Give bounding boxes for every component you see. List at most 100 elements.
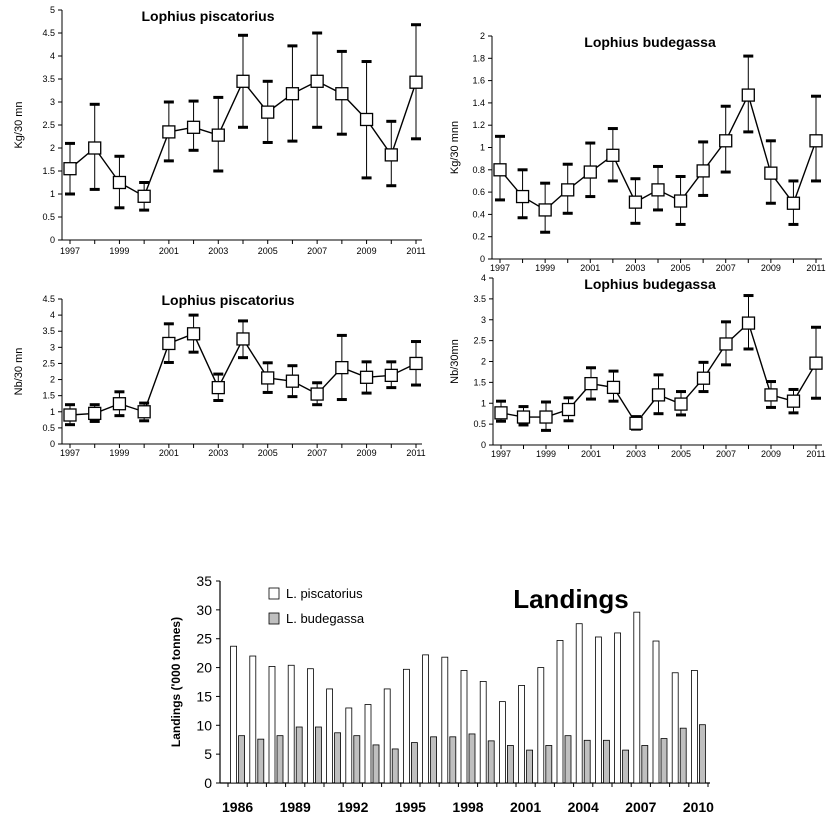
bar-piscatorius bbox=[287, 664, 295, 784]
chart-title: Landings bbox=[513, 584, 629, 614]
data-point-marker bbox=[63, 408, 77, 422]
y-tick-label: 0 bbox=[480, 254, 485, 264]
data-point-marker bbox=[88, 141, 102, 155]
bar-piscatorius bbox=[479, 681, 487, 784]
x-tick-label: 1997 bbox=[60, 448, 80, 458]
data-point-marker bbox=[310, 74, 324, 88]
data-point-marker bbox=[741, 88, 755, 102]
bar-budegassa bbox=[353, 735, 361, 784]
y-tick-label: 0.5 bbox=[473, 419, 486, 429]
bar-piscatorius bbox=[460, 670, 468, 784]
x-tick-label: 2010 bbox=[683, 799, 714, 815]
data-point-marker bbox=[285, 87, 300, 101]
x-tick-label: 1999 bbox=[536, 449, 556, 459]
bar-piscatorius bbox=[575, 623, 583, 784]
bar-budegassa bbox=[334, 732, 342, 784]
bar-budegassa bbox=[238, 735, 246, 784]
data-point-marker bbox=[137, 189, 151, 203]
data-point-marker bbox=[628, 195, 643, 209]
x-tick-label: 2009 bbox=[761, 263, 781, 273]
bar-piscatorius bbox=[498, 701, 506, 784]
data-point-marker bbox=[186, 327, 201, 341]
bar-budegassa bbox=[276, 735, 284, 784]
y-tick-label: 0.8 bbox=[472, 165, 485, 175]
bar-budegassa bbox=[391, 748, 399, 784]
data-point-marker bbox=[786, 196, 801, 210]
data-point-marker bbox=[112, 397, 127, 411]
data-point-marker bbox=[584, 376, 598, 391]
data-point-marker bbox=[606, 380, 621, 395]
data-point-marker bbox=[629, 416, 643, 430]
x-tick-label: 2001 bbox=[580, 263, 600, 273]
bar-piscatorius bbox=[345, 707, 353, 784]
data-point-marker bbox=[285, 374, 300, 388]
bar-budegassa bbox=[314, 726, 322, 784]
y-tick-label: 0.2 bbox=[472, 232, 485, 242]
data-point-marker bbox=[651, 388, 666, 402]
y-tick-label: 5 bbox=[50, 5, 55, 15]
bar-piscatorius bbox=[383, 688, 391, 784]
chart-title: Lophius budegassa bbox=[584, 276, 716, 292]
bar-piscatorius bbox=[556, 640, 564, 784]
bar-piscatorius bbox=[268, 666, 276, 784]
bar-budegassa bbox=[506, 745, 514, 784]
data-point-marker bbox=[494, 406, 508, 420]
data-point-marker bbox=[719, 337, 733, 351]
bar-piscatorius bbox=[537, 667, 545, 784]
data-point-marker bbox=[651, 183, 665, 197]
x-tick-label: 1997 bbox=[490, 263, 510, 273]
data-point-marker bbox=[741, 316, 756, 330]
data-point-marker bbox=[561, 402, 576, 417]
x-tick-label: 2011 bbox=[806, 263, 825, 273]
y-tick-label: 1.5 bbox=[473, 377, 486, 387]
bar-piscatorius bbox=[633, 611, 641, 784]
x-tick-label: 2001 bbox=[159, 448, 179, 458]
line-chart-2: Lophius budegassa Kg/30 mnn 0 0.2 0.4 0.6 0.8 1… bbox=[449, 31, 826, 273]
data-point-marker bbox=[261, 371, 275, 385]
x-tick-label: 2007 bbox=[307, 448, 327, 458]
bar-budegassa bbox=[257, 738, 265, 784]
line-chart-3: Lophius piscatorius Nb/30 mn 0 0.5 1 1.5 2 2.5 3… bbox=[13, 292, 426, 458]
y-tick-label: 4 bbox=[481, 273, 486, 283]
line-chart-1: Lophius piscatorius Kg/30 mn 0 0.5 1 1.5 2 2.5 3… bbox=[13, 5, 426, 256]
y-tick-label: 4.5 bbox=[42, 28, 55, 38]
y-tick-label: 2.5 bbox=[42, 358, 55, 368]
y-tick-label: 0.4 bbox=[472, 209, 485, 219]
data-point-marker bbox=[516, 410, 531, 424]
y-tick-label: 1.5 bbox=[42, 166, 55, 176]
y-tick-label: 2 bbox=[481, 357, 486, 367]
x-tick-label: 2001 bbox=[159, 246, 179, 256]
x-tick-label: 1999 bbox=[535, 263, 555, 273]
y-tick-label: 1 bbox=[481, 398, 486, 408]
bar-budegassa bbox=[430, 736, 438, 784]
x-tick-label: 2009 bbox=[357, 448, 377, 458]
data-point-marker bbox=[515, 189, 530, 204]
data-point-marker bbox=[186, 120, 201, 134]
data-point-marker bbox=[261, 105, 275, 119]
x-tick-label: 2011 bbox=[406, 448, 425, 458]
bar-budegassa bbox=[487, 740, 495, 784]
bar-budegassa bbox=[564, 735, 572, 784]
y-tick-label: 3 bbox=[50, 342, 55, 352]
y-tick-label: 3 bbox=[481, 315, 486, 325]
x-tick-label: 1992 bbox=[337, 799, 368, 815]
data-point-marker bbox=[786, 394, 801, 408]
bar-budegassa bbox=[526, 749, 533, 784]
data-point-marker bbox=[764, 388, 778, 402]
x-tick-label: 2003 bbox=[625, 263, 645, 273]
x-tick-label: 1995 bbox=[395, 799, 426, 815]
x-tick-label: 2003 bbox=[208, 246, 228, 256]
x-tick-label: 2007 bbox=[307, 246, 327, 256]
bar-piscatorius bbox=[691, 670, 698, 784]
x-tick-label: 1999 bbox=[109, 448, 129, 458]
x-tick-label: 1986 bbox=[222, 799, 253, 815]
data-point-marker bbox=[696, 164, 710, 178]
data-point-marker bbox=[359, 112, 374, 127]
y-tick-label: 10 bbox=[196, 717, 212, 733]
y-tick-label: 1 bbox=[50, 189, 55, 199]
x-tick-label: 2011 bbox=[806, 449, 825, 459]
x-tick-label: 2005 bbox=[671, 263, 691, 273]
bar-piscatorius bbox=[364, 704, 372, 784]
legend: L. piscatorius L. budegassa bbox=[268, 586, 365, 626]
data-point-marker bbox=[63, 162, 77, 176]
